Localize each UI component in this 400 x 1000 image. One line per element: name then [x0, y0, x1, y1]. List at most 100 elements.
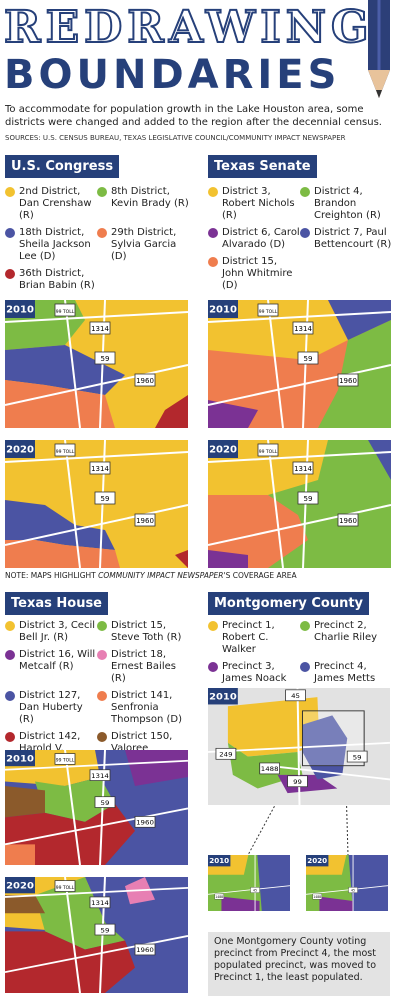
road-label: 1314 — [91, 899, 109, 907]
note-text: NOTE: MAPS HIGHLIGHT — [5, 571, 99, 580]
section-heading: U.S. Congress — [5, 155, 120, 178]
road-label: 249 — [219, 751, 232, 759]
legend-label: District 6, Carol Alvarado (D) — [222, 227, 300, 250]
legend: District 3, Robert Nichols (R) District 4… — [208, 186, 392, 292]
year-box — [5, 300, 35, 318]
legend-item: 36th District, Brian Babin (R) — [5, 268, 97, 292]
legend: 2nd District, Dan Crenshaw (R) 8th Distri… — [5, 186, 189, 292]
road-label: 45 — [253, 888, 257, 892]
road-label: 59 — [304, 355, 313, 363]
legend-item: District 15, Steve Toth (R) — [97, 620, 189, 644]
road-shield — [337, 373, 359, 387]
road-label: 1314 — [294, 325, 312, 333]
road-label: 59 — [304, 495, 313, 503]
road-shield — [54, 753, 76, 765]
district-area — [208, 550, 248, 568]
legend-swatch — [5, 650, 15, 660]
road-label: 99 TOLL — [56, 885, 75, 891]
legend-item: District 7, Paul Bettencourt (R) — [300, 227, 392, 251]
district-area — [5, 785, 45, 818]
legend-swatch — [300, 621, 310, 631]
road-shield — [54, 443, 76, 457]
road-shield — [297, 351, 319, 365]
road-shield — [312, 893, 322, 900]
road-shield — [292, 321, 314, 335]
year-label: 2010 — [209, 305, 237, 316]
district-map: 45 249 1488 99 59 2010 — [208, 688, 390, 805]
district-area — [227, 697, 320, 757]
legend-swatch — [300, 187, 310, 197]
district-area — [208, 495, 308, 568]
road — [208, 741, 390, 753]
road-shield — [346, 750, 368, 763]
legend-label: District 15, Steve Toth (R) — [111, 620, 182, 643]
district-area — [328, 300, 391, 340]
intro-text: To accommodate for population growth in … — [5, 104, 382, 128]
district-area — [5, 844, 35, 865]
legend-item: District 16, Will Metcalf (R) — [5, 649, 97, 685]
legend-label: District 4, Brandon Creighton (R) — [314, 186, 381, 221]
legend-item: 8th District, Kevin Brady (R) — [97, 186, 189, 222]
district-area — [5, 500, 115, 550]
road-label: 45 — [291, 692, 300, 700]
legend-label: Precinct 4, James Metts — [314, 661, 376, 684]
legend-label: Precinct 3, James Noack — [222, 661, 287, 684]
road-shield — [134, 943, 156, 956]
legend-swatch — [97, 732, 107, 742]
road-label: 1960 — [136, 517, 154, 525]
legend-swatch — [97, 691, 107, 701]
district-area — [348, 855, 388, 911]
road — [5, 886, 188, 898]
road-label: 1960 — [339, 517, 357, 525]
road-shield — [285, 689, 306, 702]
legend-item: 2nd District, Dan Crenshaw (R) — [5, 186, 97, 222]
road-label: 59 — [101, 355, 110, 363]
road-label: 1314 — [91, 772, 109, 780]
section-heading: Montgomery County — [208, 592, 370, 615]
district-map: 99 TOLL 1314 59 1960 2010 — [5, 300, 188, 428]
legend-item: District 141, Senfronia Thompson (D) — [97, 690, 189, 726]
road-shield — [94, 796, 116, 808]
road-shield — [94, 923, 116, 936]
road-label: 45 — [351, 888, 355, 892]
legend-label: District 15, John Whitmire (D) — [222, 256, 293, 291]
district-area — [5, 540, 120, 568]
road — [208, 311, 391, 323]
district-area — [35, 776, 115, 822]
district-area — [125, 750, 188, 786]
road — [208, 364, 391, 406]
road — [267, 440, 284, 568]
road-label: 99 — [293, 778, 302, 786]
road-shield — [54, 880, 76, 892]
road-label: 1960 — [136, 819, 154, 827]
legend-swatch — [97, 228, 107, 238]
year-box — [208, 688, 238, 705]
legend-swatch — [5, 228, 15, 238]
district-area — [175, 550, 188, 568]
legend-swatch — [5, 691, 15, 701]
road-label: 1314 — [91, 325, 109, 333]
district-area — [5, 380, 115, 428]
legend-item: 29th District, Sylvia Garcia (D) — [97, 227, 189, 263]
legend-swatch — [5, 187, 15, 197]
legend-label: 8th District, Kevin Brady (R) — [111, 186, 189, 209]
legend-item: District 3, Cecil Bell Jr. (R) — [5, 620, 97, 644]
road — [5, 807, 188, 846]
road — [267, 764, 390, 781]
legend-label: District 3, Robert Nichols (R) — [222, 186, 295, 221]
road — [208, 451, 391, 463]
year-label: 2010 — [6, 754, 34, 764]
legend-label: District 18, Ernest Bailes (R) — [111, 649, 176, 684]
district-area — [155, 395, 188, 428]
road-label: 1960 — [136, 947, 154, 955]
road-label: 99 TOLL — [56, 449, 75, 455]
district-map: 99 TOLL 1314 59 1960 2020 — [5, 440, 188, 568]
legend-item: Precinct 2, Charlie Riley — [300, 620, 392, 656]
legend-label: 29th District, Sylvia Garcia (D) — [111, 227, 177, 262]
road — [5, 759, 188, 771]
road-label: 99 TOLL — [56, 758, 75, 764]
district-map: 99 TOLL 1314 59 1960 2010 — [5, 750, 188, 865]
pencil-icon — [368, 0, 390, 98]
road — [306, 885, 388, 895]
road-shield — [259, 762, 281, 775]
